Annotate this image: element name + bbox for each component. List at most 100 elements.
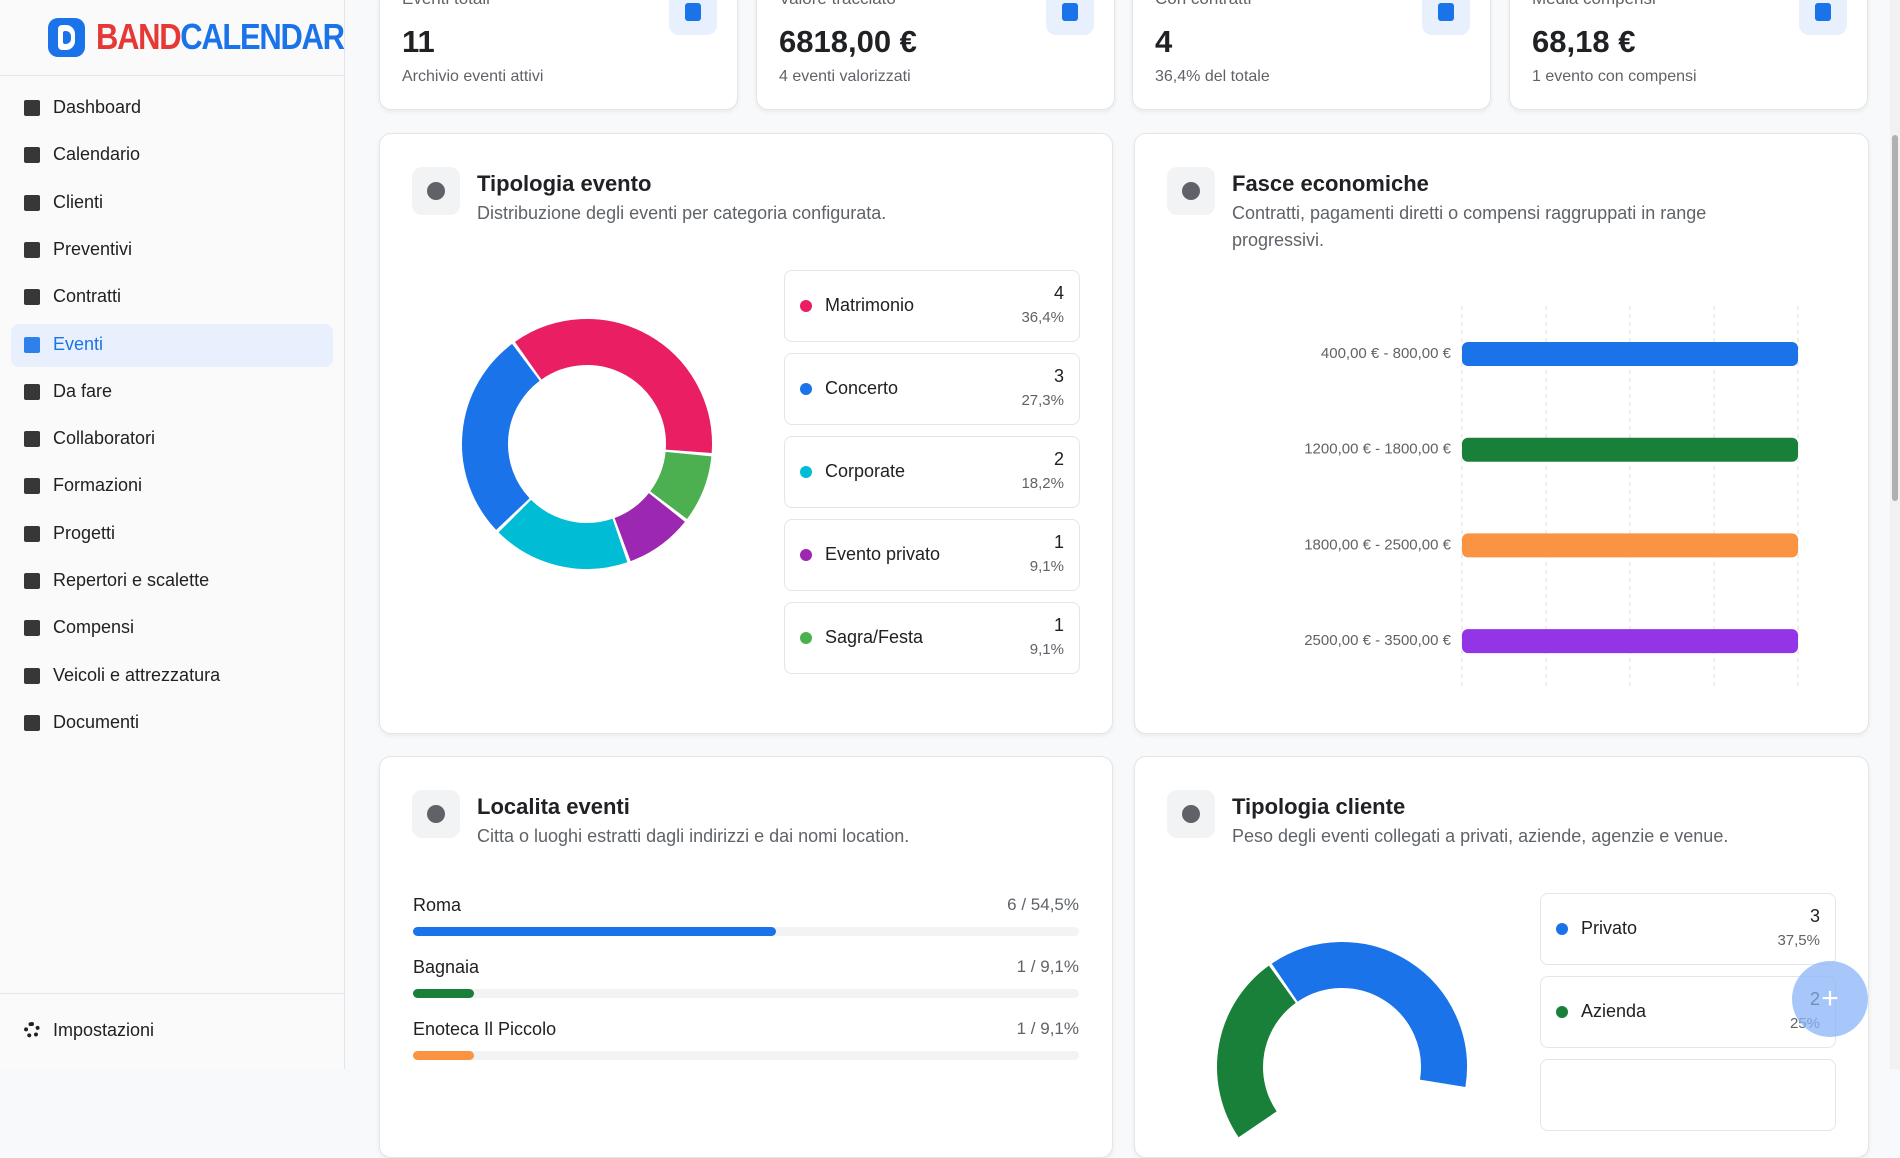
legend-item: Concerto 3 27,3%: [784, 353, 1080, 425]
nav-icon: [24, 147, 40, 164]
logo-text: BANDCALENDAR: [96, 16, 345, 58]
donut-segment: [1271, 942, 1467, 1087]
nav-link[interactable]: Eventi: [53, 333, 104, 354]
row-label: Roma: [413, 895, 462, 915]
nav-icon: [24, 525, 40, 542]
legend-count: 1: [1053, 615, 1064, 635]
nav-link[interactable]: Dashboard: [53, 97, 142, 117]
legend-label: Matrimonio: [825, 295, 915, 315]
legend-count: 1: [1053, 532, 1064, 552]
divider: [0, 993, 344, 994]
panel-title: Fasce economiche: [1232, 171, 1429, 196]
progress-bar: [413, 989, 474, 998]
stat-icon-glyph: [1815, 3, 1831, 21]
nav-icon: [24, 289, 40, 306]
donut-chart: [462, 319, 712, 569]
bar-label: 2500,00 € - 3500,00 €: [1304, 632, 1451, 649]
stat-label: Media compensi: [1532, 0, 1656, 9]
donut-segment: [498, 499, 628, 569]
nav-icon: [24, 336, 40, 353]
stat-value: 4: [1155, 24, 1173, 59]
panel-icon-glyph: [427, 182, 445, 200]
panel-icon: [412, 167, 460, 215]
panel: Tipologia evento Distribuzione degli even…: [379, 133, 1113, 734]
panel-icon: [412, 790, 460, 838]
bar: [1462, 533, 1798, 558]
sidebar: BANDCALENDAR Dashboard Calendario Clienti P…: [0, 0, 345, 1069]
nav-link[interactable]: Calendario: [53, 144, 141, 165]
panel-subtitle: Contratti, pagamenti diretti o compensi …: [1232, 203, 1707, 250]
stat-card: Valore tracciato 6818,00 € 4 eventi valori…: [756, 0, 1115, 110]
bar: [1462, 629, 1798, 654]
nav-link[interactable]: Clienti: [53, 191, 104, 212]
legend-percent: 37,5%: [1777, 932, 1820, 949]
nav-icon: [24, 620, 40, 637]
fab-add[interactable]: +: [1792, 961, 1868, 1037]
bar: [1462, 437, 1798, 462]
legend-dot: [800, 549, 812, 561]
stat-icon-glyph: [685, 3, 701, 21]
stat-value: 6818,00 €: [779, 24, 917, 59]
legend-item: Azienda225%: [1540, 976, 1836, 1048]
legend-label: Concerto: [825, 378, 899, 398]
stat-icon-glyph: [1438, 3, 1454, 21]
panel-title: Tipologia cliente: [1232, 794, 1406, 819]
stat-icon: [669, 0, 717, 35]
nav-link[interactable]: Veicoli e attrezzatura: [53, 664, 221, 685]
panel: Localita eventi Citta o luoghi estratti d…: [379, 756, 1113, 1158]
legend-percent: 9,1%: [1029, 641, 1064, 658]
nav-link[interactable]: Compensi: [53, 617, 135, 638]
settings-icon: [24, 1022, 40, 1038]
panel: Tipologia cliente Peso degli eventi colle…: [1134, 756, 1869, 1158]
nav-link[interactable]: Preventivi: [53, 238, 133, 259]
nav-icon: [24, 714, 40, 731]
legend-dot: [800, 466, 812, 478]
row-value: 1 / 9,1%: [1016, 1019, 1079, 1038]
nav-link[interactable]: Documenti: [53, 711, 140, 732]
settings-link[interactable]: Impostazioni: [53, 1020, 155, 1040]
stat-note: 4 eventi valorizzati: [779, 68, 911, 85]
brand-second: CALENDAR: [180, 16, 345, 57]
progress-bar: [413, 1051, 474, 1060]
nav-link[interactable]: Formazioni: [53, 475, 143, 496]
stat-note: Archivio eventi attivi: [402, 68, 544, 85]
legend-percent: 18,2%: [1021, 475, 1064, 492]
legend-count: 3: [1053, 366, 1064, 386]
stat-value: 11: [402, 24, 435, 59]
row-value: 6 / 54,5%: [1007, 895, 1079, 914]
legend-item: Matrimonio 4 36,4%: [784, 270, 1080, 342]
donut-segment: [462, 343, 541, 530]
brand-first: BAND: [96, 16, 182, 57]
legend-dot: [800, 300, 812, 312]
legend-dot: [1556, 923, 1568, 935]
legend-item: Sagra/Festa 1 9,1%: [784, 602, 1080, 674]
stat-label: Valore tracciato: [779, 0, 896, 9]
stat-icon-glyph: [1062, 3, 1078, 21]
nav-link[interactable]: Contratti: [53, 286, 122, 307]
bar-label: 1200,00 € - 1800,00 €: [1304, 441, 1451, 458]
nav-link[interactable]: Da fare: [53, 380, 113, 401]
stat-label: Eventi totali: [402, 0, 490, 9]
panel-subtitle: Peso degli eventi collegati a privati, a…: [1232, 826, 1729, 846]
legend-item: [1540, 1059, 1836, 1131]
nav-link[interactable]: Progetti: [53, 522, 116, 543]
progress-bar: [413, 927, 776, 936]
stat-icon: [1799, 0, 1847, 35]
legend-item: Corporate 2 18,2%: [784, 436, 1080, 508]
nav-icon: [24, 100, 40, 116]
panel-icon-glyph: [1182, 182, 1200, 200]
nav-link[interactable]: Repertori e scalette: [53, 570, 210, 590]
progress-track: [413, 989, 1079, 998]
stat-card: Media compensi 68,18 € 1 evento con compen…: [1509, 0, 1868, 110]
nav-icon: [24, 241, 40, 258]
nav-icon: [24, 383, 40, 400]
nav-icon: [24, 667, 40, 684]
bar-chart: 400,00 € - 800,00 € 1200,00 € - 1800,00 €…: [1304, 306, 1799, 689]
donut-segment: [514, 319, 712, 453]
panel-icon: [1167, 167, 1215, 215]
panel-icon: [1167, 790, 1215, 838]
nav-icon: [24, 573, 40, 589]
nav-link[interactable]: Collaboratori: [53, 428, 156, 449]
donut-segment: [1217, 965, 1297, 1138]
